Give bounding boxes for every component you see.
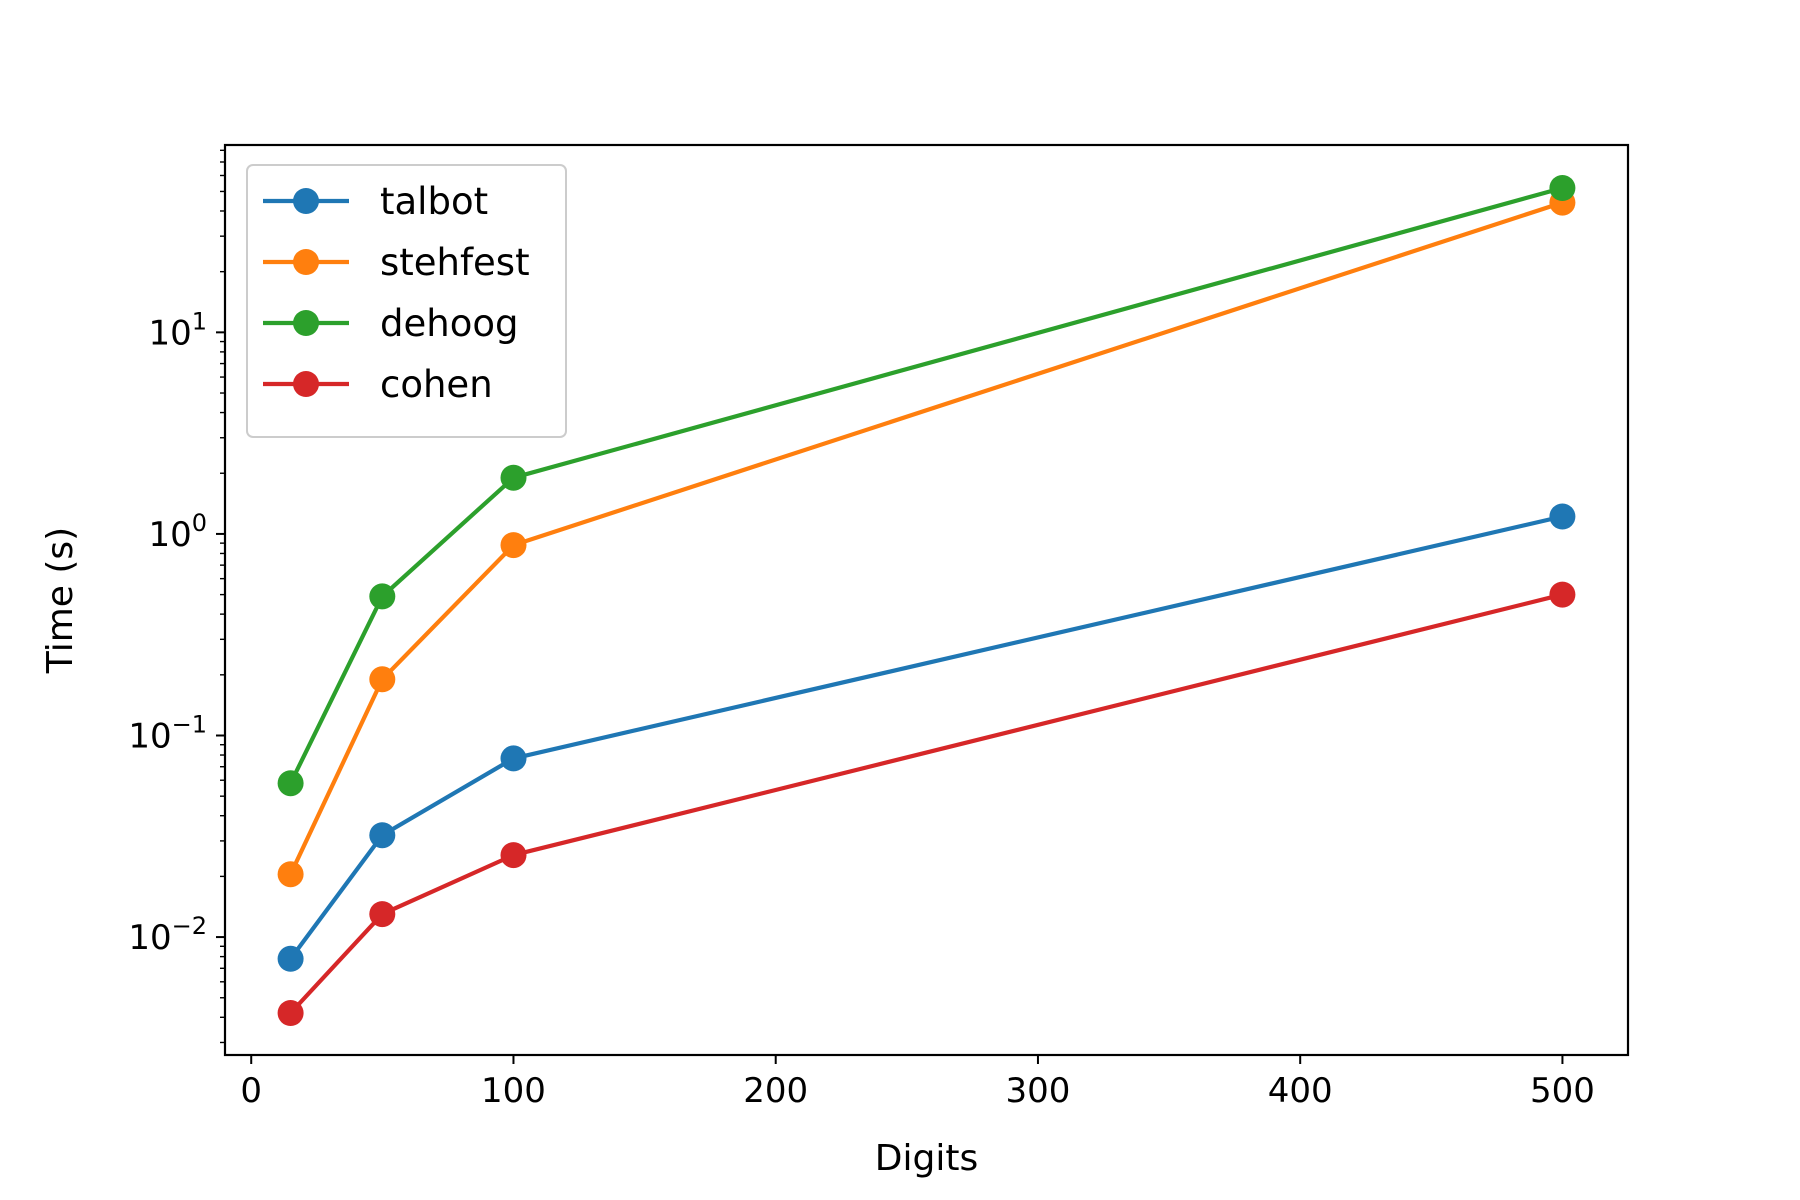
y-tick-label: 100 <box>148 509 207 555</box>
data-point-stehfest-2 <box>500 532 527 559</box>
legend-label-dehoog: dehoog <box>380 302 518 345</box>
legend-marker-stehfest <box>293 249 319 275</box>
data-point-talbot-0 <box>277 945 304 972</box>
y-tick-base: 10 <box>128 716 171 756</box>
data-point-talbot-1 <box>369 822 396 849</box>
y-tick-base: 10 <box>128 918 171 958</box>
legend: talbot stehfest dehoog cohen <box>246 164 567 438</box>
data-point-dehoog-2 <box>500 464 527 491</box>
data-point-stehfest-1 <box>369 666 396 693</box>
y-tick-exponent: −1 <box>172 710 207 738</box>
data-point-dehoog-1 <box>369 583 396 610</box>
data-point-talbot-2 <box>500 745 527 772</box>
data-point-dehoog-0 <box>277 770 304 797</box>
data-point-cohen-2 <box>500 842 527 869</box>
legend-box <box>246 164 567 438</box>
legend-label-stehfest: stehfest <box>380 241 530 284</box>
y-tick-label: 101 <box>148 307 207 353</box>
legend-marker-cohen <box>293 371 319 397</box>
data-point-cohen-3 <box>1549 581 1576 608</box>
y-tick-label: 10−1 <box>128 710 207 756</box>
data-point-stehfest-0 <box>277 861 304 888</box>
y-tick-label: 10−2 <box>128 912 207 958</box>
axes-frame <box>223 143 1630 1057</box>
x-tick-label: 500 <box>1530 1071 1595 1111</box>
legend-label-talbot: talbot <box>380 180 488 223</box>
y-tick-base: 10 <box>148 313 191 353</box>
data-point-dehoog-3 <box>1549 175 1576 201</box>
y-tick-exponent: 1 <box>192 307 207 335</box>
x-tick-label: 200 <box>743 1071 808 1111</box>
plot-marks <box>277 175 1576 1026</box>
data-point-cohen-1 <box>369 901 396 928</box>
y-tick-exponent: 0 <box>192 509 207 537</box>
series-line-stehfest <box>288 200 1564 876</box>
series-line-talbot <box>288 514 1563 961</box>
legend-label-cohen: cohen <box>380 363 493 406</box>
x-tick-label: 0 <box>240 1071 262 1111</box>
y-tick-exponent: −2 <box>172 912 207 940</box>
data-point-cohen-0 <box>277 1000 304 1026</box>
x-tick-label: 100 <box>481 1071 546 1111</box>
legend-marker-dehoog <box>293 310 319 336</box>
x-axis-label: Digits <box>875 1138 978 1179</box>
data-point-talbot-3 <box>1549 503 1576 530</box>
series-line-dehoog <box>288 185 1563 785</box>
y-tick-base: 10 <box>148 515 191 555</box>
series-line-cohen <box>289 592 1563 1015</box>
legend-marker-talbot <box>293 188 319 214</box>
x-tick-label: 400 <box>1268 1071 1333 1111</box>
x-tick-label: 300 <box>1006 1071 1071 1111</box>
y-axis-label: Time (s) <box>40 527 81 674</box>
